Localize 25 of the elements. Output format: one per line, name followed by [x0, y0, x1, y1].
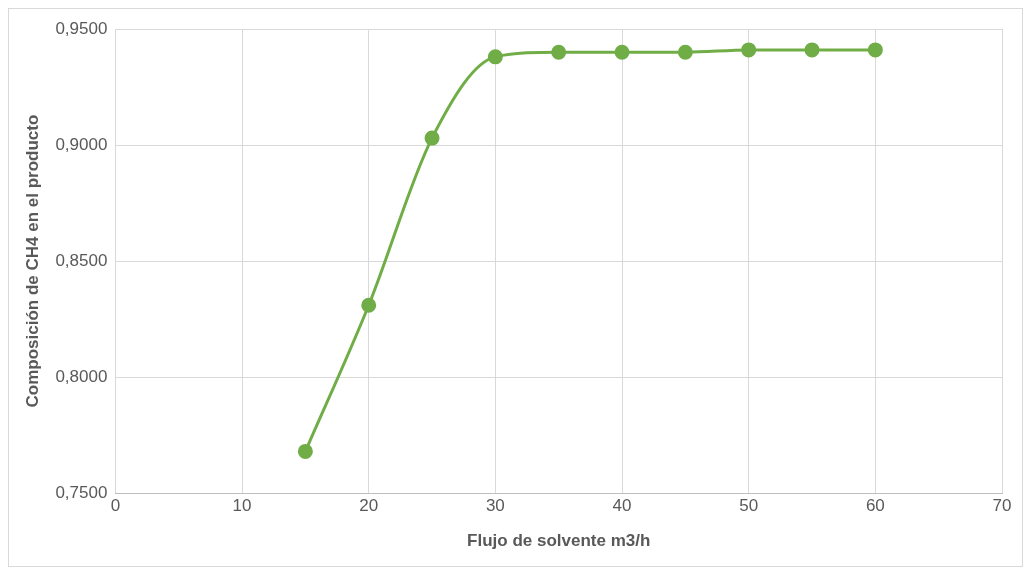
x-tick-label: 60: [865, 496, 885, 516]
point: [741, 42, 757, 58]
y-axis-title: Composición de CH4 en el producto: [22, 114, 42, 408]
x-tick-label: 40: [612, 496, 632, 516]
x-tick-label: 30: [485, 496, 505, 516]
point: [551, 44, 567, 60]
point: [297, 443, 313, 459]
x-tick-label: 10: [232, 496, 252, 516]
y-tick-label: 0,9000: [55, 134, 108, 154]
y-tick-label: 0,8500: [55, 250, 108, 270]
y-tick-label: 0,9500: [55, 18, 108, 38]
x-tick-label: 20: [359, 496, 379, 516]
point: [677, 44, 693, 60]
x-axis-title: Flujo de solvente m3/h: [467, 531, 651, 551]
x-tick-label: 50: [739, 496, 759, 516]
y-tick-label: 0,8000: [55, 366, 108, 386]
point: [361, 297, 377, 313]
point: [487, 49, 503, 65]
point: [614, 44, 630, 60]
y-tick-label: 0,7500: [55, 482, 108, 502]
x-tick-label: 70: [992, 496, 1012, 516]
point: [424, 130, 440, 146]
x-tick-label: 0: [110, 496, 121, 516]
point: [867, 42, 883, 58]
point: [804, 42, 820, 58]
